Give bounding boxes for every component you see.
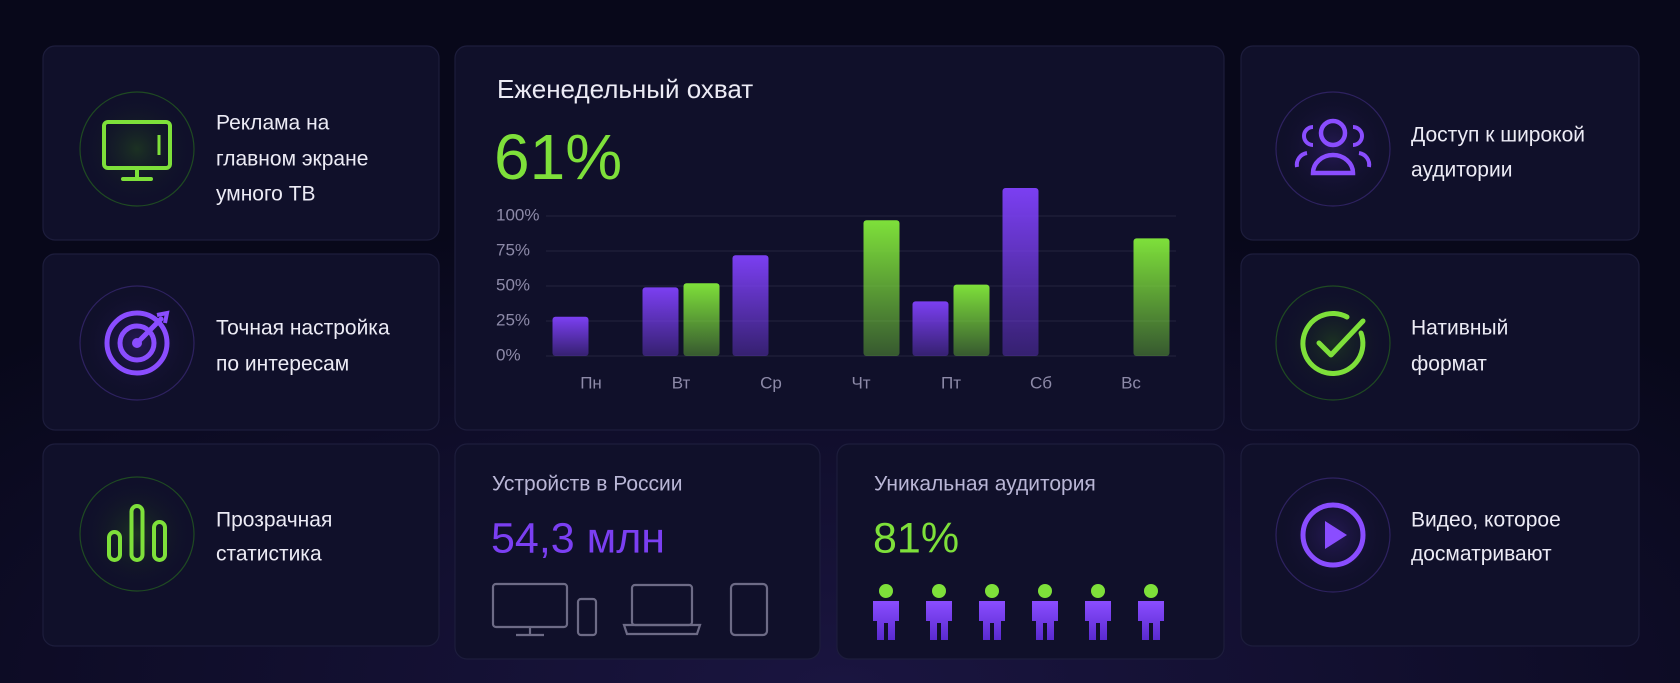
people-icons: [873, 584, 1164, 640]
x-tick-label: Вс: [1121, 373, 1141, 392]
x-tick-label: Пт: [941, 373, 961, 392]
play-icon: [1275, 477, 1391, 593]
stats-icon: [79, 476, 195, 592]
person-body: [1138, 601, 1164, 640]
bar: [912, 301, 949, 356]
stat-value: 54,3 млн: [491, 514, 665, 562]
check-icon: [1275, 285, 1391, 401]
feature-text: умного ТВ: [216, 183, 316, 206]
feature-text: Нативный: [1411, 317, 1508, 340]
bar: [642, 287, 679, 356]
y-tick-label: 75%: [496, 240, 530, 259]
x-tick-label: Вт: [672, 373, 691, 392]
y-tick-label: 0%: [496, 345, 521, 364]
card: [454, 443, 821, 660]
feature-text: главном экране: [216, 148, 368, 171]
feature-text: Видео, которое: [1411, 509, 1561, 532]
x-tick-label: Ср: [760, 373, 782, 392]
person-body: [873, 601, 899, 640]
person-body: [1085, 601, 1111, 640]
stat-title: Устройств в России: [492, 473, 682, 496]
feature-text: Прозрачная: [216, 509, 332, 532]
feature-text: Реклама на: [216, 112, 330, 135]
feature-text: формат: [1411, 353, 1487, 376]
bar: [953, 284, 990, 356]
person-body: [926, 601, 952, 640]
chart-title: Еженедельный охват: [497, 74, 753, 104]
person-body: [979, 601, 1005, 640]
bar: [552, 316, 589, 356]
target-icon: [79, 285, 195, 401]
person-head: [879, 584, 893, 598]
person-head: [932, 584, 946, 598]
bar: [1133, 238, 1170, 356]
devices-icons: [491, 582, 769, 637]
audience-icon: [1275, 91, 1391, 207]
y-tick-label: 100%: [496, 205, 539, 224]
person-head: [1144, 584, 1158, 598]
feature-text: Доступ к широкой: [1411, 124, 1585, 147]
bar: [1002, 188, 1039, 356]
feature-text: Точная настройка: [216, 317, 390, 340]
person-head: [1038, 584, 1052, 598]
feature-text: по интересам: [216, 353, 349, 376]
feature-text: статистика: [216, 543, 322, 566]
bar: [863, 220, 900, 356]
feature-text: досматривают: [1411, 543, 1552, 566]
bar: [683, 283, 720, 356]
x-tick-label: Чт: [851, 373, 870, 392]
x-tick-label: Пн: [580, 373, 602, 392]
stat-title: Уникальная аудитория: [874, 473, 1096, 496]
person-head: [985, 584, 999, 598]
x-tick-label: Сб: [1030, 373, 1052, 392]
chart-highlight: 61%: [494, 121, 622, 193]
y-tick-label: 25%: [496, 310, 530, 329]
tv-icon: [79, 91, 195, 207]
feature-text: аудитории: [1411, 159, 1512, 182]
bar: [732, 255, 769, 356]
y-tick-label: 50%: [496, 275, 530, 294]
stat-value: 81%: [873, 514, 959, 562]
person-head: [1091, 584, 1105, 598]
person-body: [1032, 601, 1058, 640]
